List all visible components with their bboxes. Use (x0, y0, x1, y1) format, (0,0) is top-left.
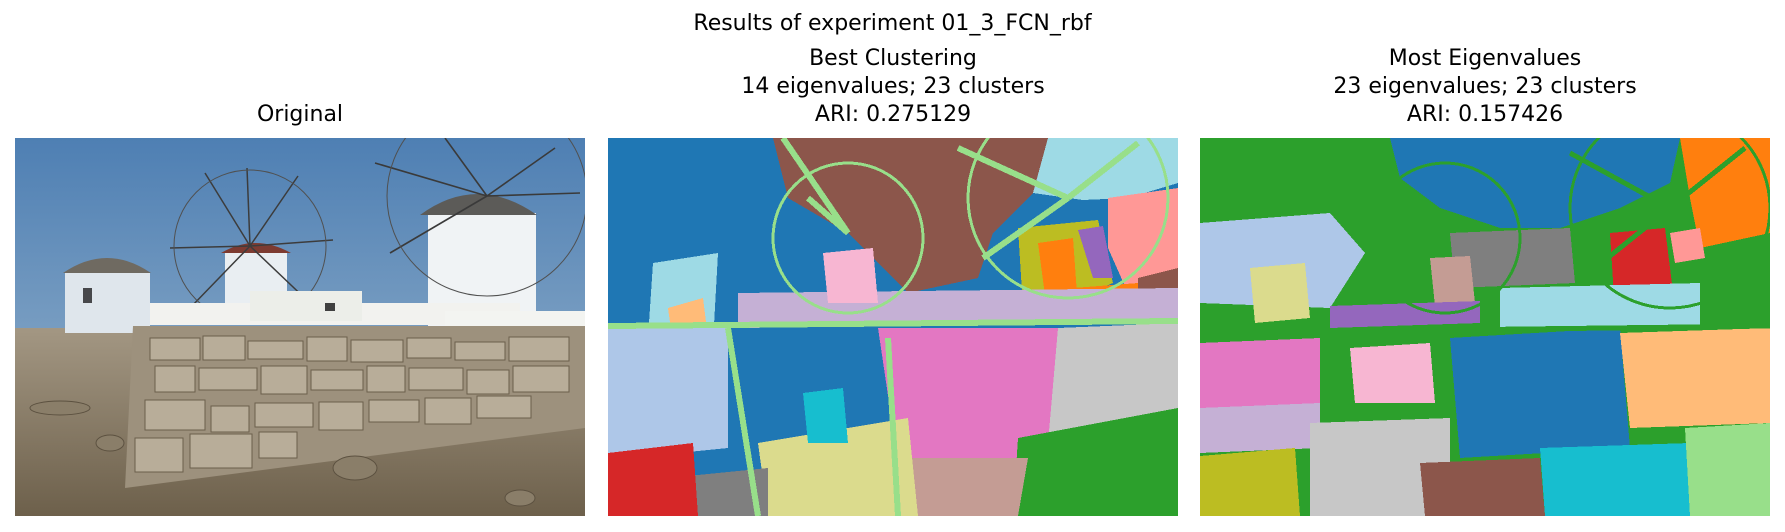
cluster-region (878, 328, 1058, 478)
cluster-region (1680, 138, 1770, 248)
cluster-boundary-ring (966, 138, 1170, 300)
cluster-region (1013, 408, 1178, 516)
windmill-left (63, 258, 151, 333)
best-clustering-panel (608, 138, 1178, 516)
most-eigenvalues-image (1200, 138, 1770, 516)
cluster-region (773, 138, 1048, 293)
cluster-region (1685, 423, 1770, 516)
cluster-region (1310, 418, 1450, 516)
cluster-boundary-ring (771, 161, 925, 315)
original-image (15, 138, 585, 516)
best-clustering-image (608, 138, 1178, 516)
cluster-region (1200, 448, 1300, 516)
cluster-region (1670, 228, 1705, 263)
cluster-boundaries (1200, 146, 1770, 336)
cluster-region (803, 388, 848, 443)
cluster-region (1078, 226, 1113, 278)
cluster-region (1620, 328, 1770, 428)
cluster-boundary-ring (1568, 138, 1770, 310)
cluster-region (1430, 256, 1475, 306)
figure-suptitle: Results of experiment 01_3_FCN_rbf (693, 11, 1092, 36)
cluster-region (1200, 338, 1320, 408)
cluster-region (883, 458, 1028, 516)
cluster-region (1450, 328, 1630, 458)
cluster-region (1330, 301, 1480, 328)
panel-title-original-line-1: Original (256, 102, 344, 127)
cluster-region (1200, 403, 1320, 453)
cluster-region (1250, 263, 1310, 323)
panel-title-best-line-3: ARI: 0.275129 (814, 102, 972, 127)
cluster-region (1048, 323, 1178, 443)
cluster-region (608, 328, 728, 458)
cluster-region (1500, 283, 1700, 328)
cluster-region (1450, 228, 1575, 288)
cluster-region (608, 443, 698, 516)
panel-title-best-clustering: Best Clustering 14 eigenvalues; 23 clust… (608, 45, 1178, 129)
panel-title-best-line-2: 14 eigenvalues; 23 clusters (741, 74, 1045, 99)
cluster-region (1200, 213, 1365, 308)
panel-title-most-eigenvalues: Most Eigenvalues 23 eigenvalues; 23 clus… (1200, 45, 1770, 129)
cluster-boundary-ring (1368, 161, 1522, 315)
cluster-region (1420, 458, 1545, 516)
panel-title-original: Original (15, 101, 585, 129)
original-image-panel (15, 138, 585, 516)
cluster-region (758, 418, 918, 516)
panel-title-most-line-1: Most Eigenvalues (1388, 46, 1582, 71)
cluster-region (1350, 343, 1435, 403)
stone-wall (125, 326, 585, 488)
cluster-region (1108, 188, 1178, 293)
cluster-region (728, 328, 888, 448)
panel-title-most-line-2: 23 eigenvalues; 23 clusters (1333, 74, 1637, 99)
cluster-region (823, 248, 878, 303)
cluster-region (1390, 138, 1680, 228)
foreground-rocks (29, 400, 536, 507)
panel-title-most-line-3: ARI: 0.157426 (1406, 102, 1564, 127)
panel-title-best-line-1: Best Clustering (809, 46, 977, 71)
most-eigenvalues-panel (1200, 138, 1770, 516)
cluster-region (1540, 443, 1695, 516)
